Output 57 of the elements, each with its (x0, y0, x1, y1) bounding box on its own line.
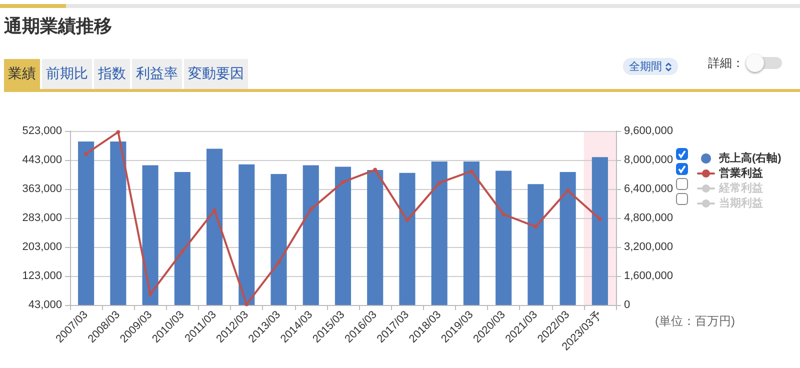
bar (78, 142, 94, 305)
y-tick-label: 363,000 (22, 183, 62, 195)
y-tick-label: 443,000 (22, 154, 62, 166)
point (180, 249, 184, 254)
y-tick-label: 123,000 (22, 270, 62, 282)
point (469, 169, 474, 174)
point (276, 260, 281, 264)
text: 全期間 (623, 58, 678, 75)
point (534, 224, 538, 229)
bar (496, 170, 512, 305)
point (341, 180, 345, 184)
bar (399, 172, 416, 305)
bar (367, 170, 384, 305)
bar (334, 166, 352, 305)
text: 変動要因 (184, 59, 248, 89)
y2-tick-label: 3,200,000 (624, 241, 673, 253)
bar (463, 161, 480, 305)
legend-label: 営業利益 (719, 166, 763, 180)
y-tick-label: 43,000 (28, 299, 62, 311)
bar (110, 142, 126, 305)
point (84, 152, 88, 156)
legend-label: 売上高(右軸) (719, 152, 782, 164)
text: 指数 (94, 59, 130, 89)
y-tick-label: 523,000 (22, 125, 62, 137)
point (373, 168, 378, 172)
y2-tick-label: 9,600,000 (624, 125, 673, 137)
text: 詳細： (708, 55, 744, 72)
bar (174, 172, 190, 305)
point (212, 208, 217, 212)
y2-tick-label: 6,400,000 (624, 183, 673, 195)
text: 前期比 (42, 59, 92, 89)
point (566, 188, 570, 192)
y2-tick-label: 1,600,000 (624, 270, 673, 282)
y2-tick-label: 4,800,000 (624, 212, 673, 224)
bar (560, 172, 576, 305)
y-tick-label: 283,000 (22, 212, 62, 224)
point (116, 130, 120, 134)
bar (206, 148, 223, 305)
chart-title: 通期業績推移 (4, 15, 112, 38)
point (598, 217, 602, 222)
bar (238, 164, 255, 305)
bar (431, 161, 448, 305)
point (405, 218, 410, 222)
point (308, 207, 313, 212)
bar (528, 184, 544, 305)
bar (302, 165, 319, 305)
bar (270, 174, 287, 305)
y2-tick-label: 0 (624, 299, 630, 311)
text: (単位：百万円) (655, 313, 735, 330)
point (148, 292, 152, 296)
bar (142, 165, 158, 305)
y2-tick-label: 8,000,000 (624, 154, 673, 166)
point (437, 180, 442, 185)
text: 業績 (4, 59, 40, 89)
text: 利益率 (132, 59, 182, 89)
point (502, 212, 506, 216)
y-tick-label: 203,000 (22, 241, 62, 253)
